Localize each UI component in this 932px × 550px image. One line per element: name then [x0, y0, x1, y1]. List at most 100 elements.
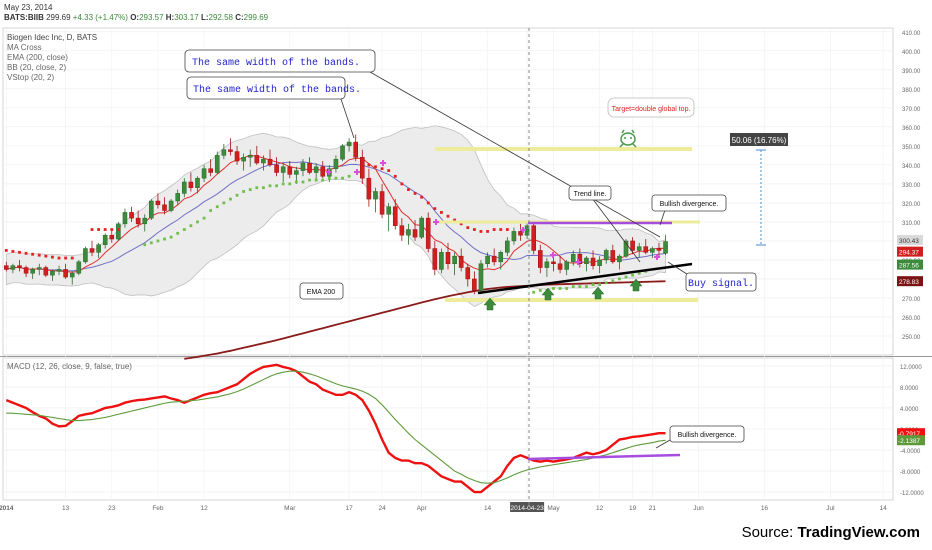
- vstop-dot: [459, 222, 463, 226]
- callout-target-box: [607, 97, 695, 118]
- candle-body: [307, 162, 312, 173]
- close-label: C:: [235, 13, 244, 22]
- vstop-dot: [505, 228, 509, 231]
- candle: [69, 271, 75, 285]
- time-tick-label: 12: [200, 505, 208, 512]
- candle: [300, 159, 306, 177]
- candle: [452, 252, 457, 276]
- candle: [518, 223, 523, 241]
- time-tick-label: 17: [345, 505, 353, 512]
- candle: [149, 199, 154, 221]
- callout-bull2-box: [669, 425, 745, 443]
- candle-body: [300, 162, 306, 171]
- candle: [122, 208, 128, 228]
- pointer-bands2: [339, 95, 355, 139]
- vstop-dot: [380, 167, 384, 171]
- price-tag-bg: [897, 235, 923, 246]
- candle-body: [340, 145, 345, 160]
- candle-body: [353, 141, 358, 158]
- vstop-dot: [163, 237, 166, 241]
- buy-arrow-icon: [629, 278, 643, 292]
- candle-body: [643, 246, 649, 253]
- candle-body: [63, 269, 68, 278]
- indicator-vstop[interactable]: VStop (20, 2): [7, 73, 55, 82]
- candle-body: [96, 244, 101, 253]
- candle-body: [366, 177, 372, 200]
- candle: [412, 220, 418, 241]
- pointer-bands1: [369, 71, 661, 238]
- candle: [511, 227, 517, 245]
- trend-line: [477, 262, 693, 295]
- price-tag-bg: [897, 246, 923, 257]
- candle-body: [399, 225, 405, 236]
- candle-body: [175, 193, 180, 202]
- candle-body: [149, 200, 154, 219]
- candle-body: [76, 261, 82, 274]
- vstop-dot: [268, 184, 272, 188]
- candle: [373, 187, 378, 213]
- price-tick-label: 390.00: [902, 69, 921, 75]
- vstop-dot: [407, 188, 410, 191]
- candle-body: [485, 255, 490, 264]
- candle: [379, 183, 385, 219]
- vstop-dot: [202, 216, 206, 220]
- indicator-main[interactable]: Biogen Idec Inc, D, BATS: [7, 33, 98, 42]
- candle: [425, 212, 431, 253]
- callout-trend-box: [568, 185, 612, 201]
- candle: [36, 263, 42, 276]
- candle: [472, 271, 477, 295]
- macd-legend[interactable]: MACD (12, 26, close, 9, false, true): [7, 362, 132, 371]
- measure-label-box: [730, 133, 788, 146]
- candle: [439, 248, 444, 274]
- callout-bands1-box: [184, 49, 376, 73]
- vstop-dot: [288, 182, 292, 186]
- indicator-ema[interactable]: EMA (200, close): [7, 53, 68, 62]
- price-tick-label: 340.00: [902, 164, 921, 170]
- axes: 250.00260.00270.00280.00290.00300.00310.…: [0, 31, 925, 512]
- candle-body: [425, 217, 431, 249]
- candle-body: [498, 252, 504, 263]
- candle: [643, 239, 649, 255]
- vstop-dot: [215, 205, 219, 209]
- vstop-dot: [532, 290, 536, 294]
- vstop-dot: [334, 176, 338, 180]
- candle: [162, 197, 167, 215]
- macd-tag-bg: [897, 435, 925, 446]
- price-tick-label: 360.00: [902, 126, 921, 132]
- candle: [129, 206, 134, 222]
- ema-200-line: [184, 280, 666, 360]
- vstop-dot: [262, 186, 265, 190]
- macd-tag-bg: [897, 428, 925, 439]
- candle: [630, 237, 635, 255]
- source-brand: TradingView.com: [797, 524, 920, 541]
- vstop-dot: [440, 211, 443, 214]
- vstop-dot: [367, 163, 371, 167]
- vstop-dot: [492, 228, 496, 231]
- candle: [531, 221, 536, 255]
- candle: [406, 223, 411, 245]
- macd-pane: [5, 363, 666, 494]
- candle: [432, 240, 438, 276]
- vstop-dot: [308, 178, 311, 182]
- indicator-bb[interactable]: BB (20, close, 2): [7, 63, 67, 72]
- candle-body: [650, 248, 655, 253]
- time-tick-label: 2014-04-23: [510, 505, 544, 512]
- candle: [43, 265, 49, 278]
- vstop-dot: [4, 249, 8, 252]
- candle: [4, 261, 9, 272]
- vstop-dot: [229, 197, 232, 201]
- candle: [287, 161, 293, 179]
- candle-body: [4, 265, 9, 270]
- candle-body: [564, 261, 569, 270]
- vstop-dot: [116, 228, 120, 231]
- macd-tick-label: 8.0000: [900, 386, 919, 392]
- candle-body: [610, 250, 616, 263]
- bull-icon: [619, 129, 637, 148]
- indicator-ma-cross[interactable]: MA Cross: [7, 43, 42, 52]
- macd-tick-label: 12.0000: [900, 365, 922, 371]
- candle: [478, 259, 484, 295]
- candle: [346, 138, 352, 152]
- vstop-dot: [624, 275, 628, 279]
- candle: [228, 138, 233, 156]
